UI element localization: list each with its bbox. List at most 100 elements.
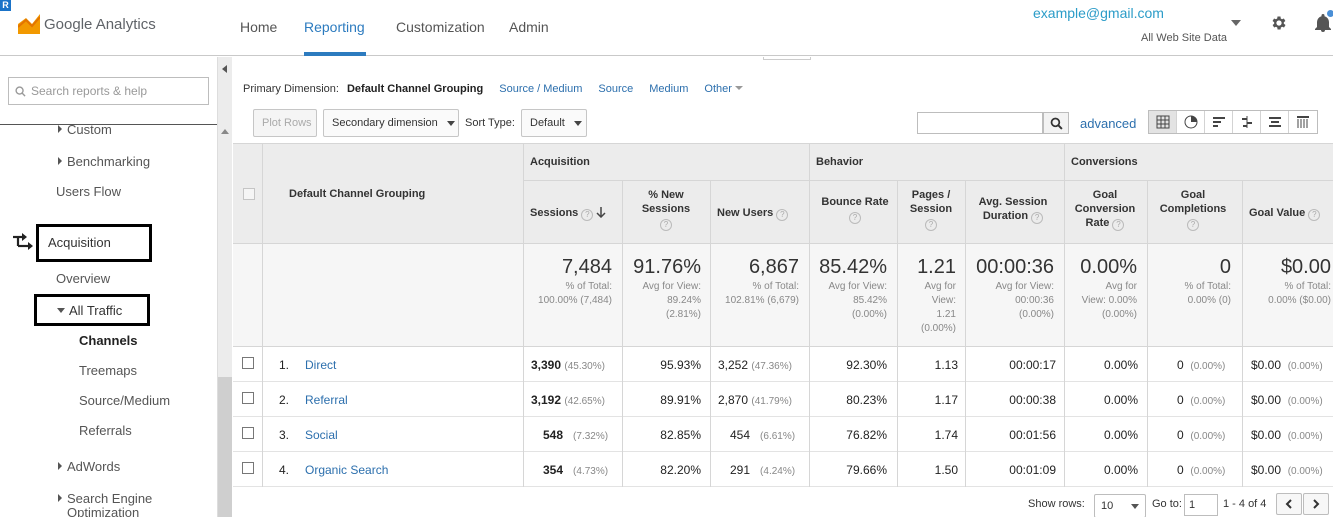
cell-value: $0.00 [1251,463,1282,477]
sidebar-search-input[interactable]: Search reports & help [8,77,209,105]
column-bounce-rate[interactable]: Bounce Rate? [818,195,892,224]
total-new-users-note: % of Total: 102.81% (6,679) [711,280,799,308]
nav-tab-customization[interactable]: Customization [396,19,485,35]
row-channel-link[interactable]: Social [305,428,338,442]
column-label: Conversion [1074,203,1136,215]
row-bounce-rate: 80.23% [846,393,887,407]
show-rows-select[interactable]: 10 [1094,494,1146,517]
column-avg-session-duration[interactable]: Avg. Session Duration ? [973,195,1053,224]
dimension-link-other[interactable]: Other [704,83,743,95]
total-gcr-note: Avg for View: 0.00% (0.00%) [1065,280,1137,322]
sidebar-scrollbar[interactable] [218,377,232,517]
column-goal-conversion-rate[interactable]: Goal Conversion Rate ? [1069,188,1141,231]
sidebar-item-all-traffic[interactable]: All Traffic [57,303,122,318]
account-chevron-down-icon[interactable] [1231,20,1241,26]
row-channel-link[interactable]: Direct [305,358,337,372]
cell-percent: (0.00%) [1190,466,1226,477]
sidebar-item-acquisition[interactable]: Acquisition [48,235,111,250]
column-label: Duration [982,210,1029,222]
sidebar-item-source-medium[interactable]: Source/Medium [79,393,171,408]
nav-tab-reporting[interactable]: Reporting [304,19,365,35]
scroll-up-icon[interactable] [221,129,229,134]
cell-value: 3,390 [531,358,562,372]
sidebar-item-treemaps[interactable]: Treemaps [79,363,138,378]
total-note-line: (0.00%) [1101,309,1137,320]
row-checkbox[interactable] [242,357,254,369]
nav-tab-admin[interactable]: Admin [509,19,549,35]
dimension-link-medium[interactable]: Medium [649,83,689,95]
total-note-line: View: [931,295,956,306]
dimension-link-source[interactable]: Source [598,83,634,95]
sidebar-item-benchmarking[interactable]: Benchmarking [58,154,150,169]
help-icon[interactable]: ? [1112,219,1125,231]
table-row[interactable]: 1. Direct 3,390 (45.30%) 95.93% 3,252 (4… [233,347,1333,382]
help-icon[interactable]: ? [1031,212,1044,224]
performance-view-icon[interactable] [1205,111,1233,133]
sort-type-dropdown[interactable]: Default [521,109,587,137]
comparison-view-icon[interactable] [1233,111,1261,133]
view-toggle-group [1148,110,1318,134]
column-new-users[interactable]: New Users ? [717,206,789,221]
table-row[interactable]: 4. Organic Search 354 (4.73%) 82.20% 291… [233,452,1333,487]
column-divider [262,144,263,487]
sidebar-item-adwords[interactable]: AdWords [58,459,120,474]
account-property[interactable]: All Web Site Data [1141,32,1228,44]
row-checkbox[interactable] [242,462,254,474]
column-goal-value[interactable]: Goal Value ? [1249,206,1321,221]
bell-icon[interactable] [1313,13,1333,33]
row-index: 3. [279,428,290,442]
pie-view-icon[interactable] [1177,111,1205,133]
next-page-button[interactable] [1303,493,1329,515]
gear-icon[interactable] [1270,14,1288,32]
sidebar-item-custom[interactable]: Custom [58,122,112,137]
table-filter-input[interactable] [917,112,1043,134]
column-sessions[interactable]: Sessions ? [530,206,606,221]
acquisition-icon [13,233,33,250]
table-row[interactable]: 3. Social 548 (7.32%) 82.85% 454 (6.61%)… [233,417,1333,452]
row-checkbox[interactable] [242,427,254,439]
help-icon[interactable]: ? [925,219,937,231]
column-default-channel-grouping[interactable]: Default Channel Grouping [289,188,426,200]
table-header [233,144,1333,244]
sidebar-item-seo-line2[interactable]: Optimization [67,505,140,517]
column-new-sessions[interactable]: % New Sessions? [623,188,709,231]
sidebar-item-seo[interactable]: Search Engine [58,491,152,506]
secondary-dimension-dropdown[interactable]: Secondary dimension [323,109,459,137]
table-view-icon[interactable] [1149,111,1177,133]
table-filter-search-button[interactable] [1043,112,1069,134]
sort-descending-icon[interactable] [596,206,606,218]
row-channel-link[interactable]: Referral [305,393,348,407]
table-row[interactable]: 2. Referral 3,192 (42.65%) 89.91% 2,870 … [233,382,1333,417]
sidebar-item-overview[interactable]: Overview [56,271,111,286]
help-icon[interactable]: ? [1308,209,1321,221]
select-all-checkbox[interactable] [243,188,255,200]
sidebar-item-referrals[interactable]: Referrals [79,423,132,438]
help-icon[interactable]: ? [581,209,594,221]
help-icon[interactable]: ? [1187,219,1199,231]
row-index: 4. [279,463,290,477]
plot-rows-button[interactable]: Plot Rows [253,109,317,137]
google-analytics-logo[interactable]: Google Analytics [18,14,156,34]
advanced-filter-link[interactable]: advanced [1080,116,1137,131]
acquisition-highlight-box [36,224,152,262]
help-icon[interactable]: ? [660,219,672,231]
term-cloud-view-icon[interactable] [1261,111,1289,133]
dimension-link-source-medium[interactable]: Source / Medium [499,83,583,95]
total-note-line: Avg for [924,281,957,292]
sidebar-item-channels[interactable]: Channels [79,333,138,348]
total-note-line: % of Total: [752,281,799,292]
nav-tab-home[interactable]: Home [240,19,278,35]
row-channel-link[interactable]: Organic Search [305,463,389,477]
pivot-view-icon[interactable] [1289,111,1317,133]
previous-page-button[interactable] [1276,493,1302,515]
help-icon[interactable]: ? [776,209,789,221]
sidebar-item-users-flow[interactable]: Users Flow [56,184,122,199]
column-goal-completions[interactable]: Goal Completions? [1151,188,1235,231]
column-pages-per-session[interactable]: Pages / Session? [903,188,959,231]
goto-page-input[interactable]: 1 [1184,494,1218,516]
row-checkbox[interactable] [242,392,254,404]
help-icon[interactable]: ? [849,212,861,224]
row-new-users: 3,252 (47.36%) [718,358,792,372]
account-email[interactable]: example@gmail.com [1033,5,1164,21]
collapse-sidebar-icon[interactable] [222,65,227,73]
